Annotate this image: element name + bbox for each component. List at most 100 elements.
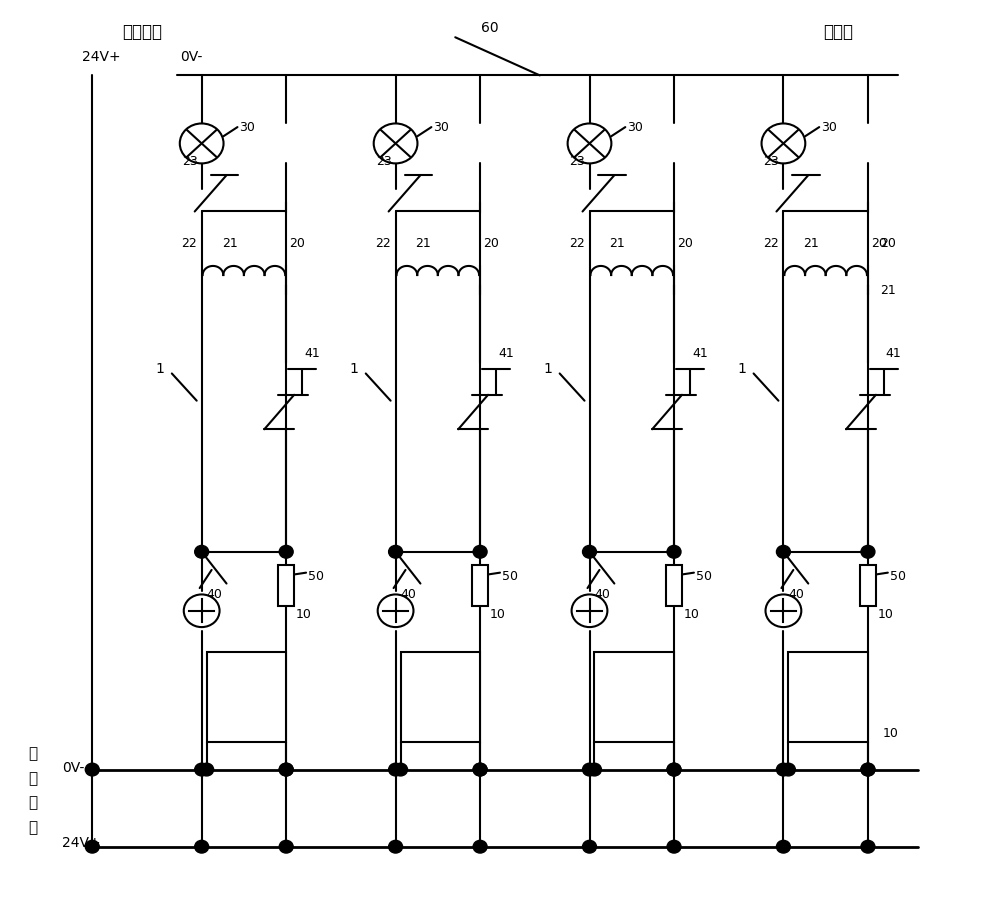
Text: 系统端: 系统端 bbox=[823, 23, 853, 41]
Text: 10: 10 bbox=[296, 608, 312, 621]
Circle shape bbox=[394, 763, 408, 776]
Circle shape bbox=[568, 123, 611, 163]
Text: 23: 23 bbox=[570, 155, 585, 168]
Circle shape bbox=[861, 763, 875, 776]
Circle shape bbox=[776, 763, 790, 776]
Circle shape bbox=[572, 594, 607, 627]
Text: 22: 22 bbox=[181, 236, 197, 249]
Text: 40: 40 bbox=[594, 588, 610, 601]
Text: 20: 20 bbox=[289, 236, 305, 249]
Text: 20: 20 bbox=[871, 236, 887, 249]
Text: 60: 60 bbox=[481, 21, 499, 36]
Text: 二: 二 bbox=[28, 771, 37, 786]
Circle shape bbox=[473, 545, 487, 558]
Text: 23: 23 bbox=[376, 155, 391, 168]
Bar bbox=[860, 565, 876, 606]
Circle shape bbox=[200, 763, 214, 776]
Text: 41: 41 bbox=[886, 347, 902, 361]
Text: 0V-: 0V- bbox=[62, 761, 85, 775]
Circle shape bbox=[279, 763, 293, 776]
Text: 10: 10 bbox=[878, 608, 894, 621]
Text: 30: 30 bbox=[821, 121, 837, 133]
Circle shape bbox=[85, 763, 99, 776]
Text: 50: 50 bbox=[502, 570, 518, 582]
Text: 21: 21 bbox=[880, 284, 896, 297]
Text: 23: 23 bbox=[182, 155, 198, 168]
Text: 1: 1 bbox=[349, 362, 358, 376]
Text: 1: 1 bbox=[543, 362, 552, 376]
Circle shape bbox=[374, 123, 417, 163]
Bar bbox=[278, 565, 294, 606]
Bar bbox=[594, 652, 674, 742]
Circle shape bbox=[279, 545, 293, 558]
Text: 30: 30 bbox=[627, 121, 643, 133]
Circle shape bbox=[473, 763, 487, 776]
Circle shape bbox=[588, 763, 601, 776]
Text: 40: 40 bbox=[207, 588, 223, 601]
Circle shape bbox=[861, 545, 875, 558]
Text: 22: 22 bbox=[763, 236, 778, 249]
Circle shape bbox=[667, 545, 681, 558]
Text: 30: 30 bbox=[239, 121, 255, 133]
Circle shape bbox=[861, 763, 875, 776]
Circle shape bbox=[583, 545, 596, 558]
Text: 电: 电 bbox=[28, 795, 37, 811]
Text: 20: 20 bbox=[880, 236, 896, 249]
Text: 40: 40 bbox=[401, 588, 416, 601]
Circle shape bbox=[667, 840, 681, 853]
Circle shape bbox=[776, 545, 790, 558]
Circle shape bbox=[766, 594, 801, 627]
Circle shape bbox=[762, 123, 805, 163]
Circle shape bbox=[861, 840, 875, 853]
Circle shape bbox=[583, 763, 596, 776]
Circle shape bbox=[389, 545, 403, 558]
Text: 41: 41 bbox=[304, 347, 320, 361]
Circle shape bbox=[279, 763, 293, 776]
Circle shape bbox=[776, 840, 790, 853]
Text: 21: 21 bbox=[609, 236, 625, 249]
Text: 50: 50 bbox=[890, 570, 906, 582]
Text: 41: 41 bbox=[498, 347, 514, 361]
Bar bbox=[401, 652, 480, 742]
Circle shape bbox=[279, 840, 293, 853]
Text: 20: 20 bbox=[677, 236, 693, 249]
Circle shape bbox=[667, 763, 681, 776]
Circle shape bbox=[389, 840, 403, 853]
Text: 41: 41 bbox=[692, 347, 708, 361]
Text: 21: 21 bbox=[222, 236, 237, 249]
Text: 50: 50 bbox=[308, 570, 324, 582]
Text: 0V-: 0V- bbox=[180, 50, 202, 64]
Text: 20: 20 bbox=[483, 236, 499, 249]
Circle shape bbox=[180, 123, 224, 163]
Circle shape bbox=[195, 763, 209, 776]
Text: 23: 23 bbox=[764, 155, 779, 168]
Circle shape bbox=[195, 840, 209, 853]
Bar bbox=[788, 652, 868, 742]
Circle shape bbox=[473, 840, 487, 853]
Circle shape bbox=[781, 763, 795, 776]
Text: 第: 第 bbox=[28, 747, 37, 761]
Text: 源: 源 bbox=[28, 820, 37, 835]
Text: 10: 10 bbox=[883, 727, 899, 740]
Text: 10: 10 bbox=[490, 608, 506, 621]
Text: 21: 21 bbox=[416, 236, 431, 249]
Bar bbox=[472, 565, 488, 606]
Text: 40: 40 bbox=[788, 588, 804, 601]
Circle shape bbox=[473, 763, 487, 776]
Text: 1: 1 bbox=[737, 362, 746, 376]
Bar bbox=[666, 565, 682, 606]
Circle shape bbox=[583, 840, 596, 853]
Circle shape bbox=[195, 545, 209, 558]
Text: 22: 22 bbox=[569, 236, 585, 249]
Text: 21: 21 bbox=[803, 236, 819, 249]
Text: 22: 22 bbox=[375, 236, 391, 249]
Circle shape bbox=[667, 763, 681, 776]
Bar bbox=[207, 652, 286, 742]
Text: 10: 10 bbox=[684, 608, 700, 621]
Text: 第一电源: 第一电源 bbox=[122, 23, 162, 41]
Circle shape bbox=[85, 840, 99, 853]
Text: 24V+: 24V+ bbox=[62, 836, 101, 850]
Text: 30: 30 bbox=[433, 121, 449, 133]
Text: 24V+: 24V+ bbox=[82, 50, 121, 64]
Circle shape bbox=[378, 594, 413, 627]
